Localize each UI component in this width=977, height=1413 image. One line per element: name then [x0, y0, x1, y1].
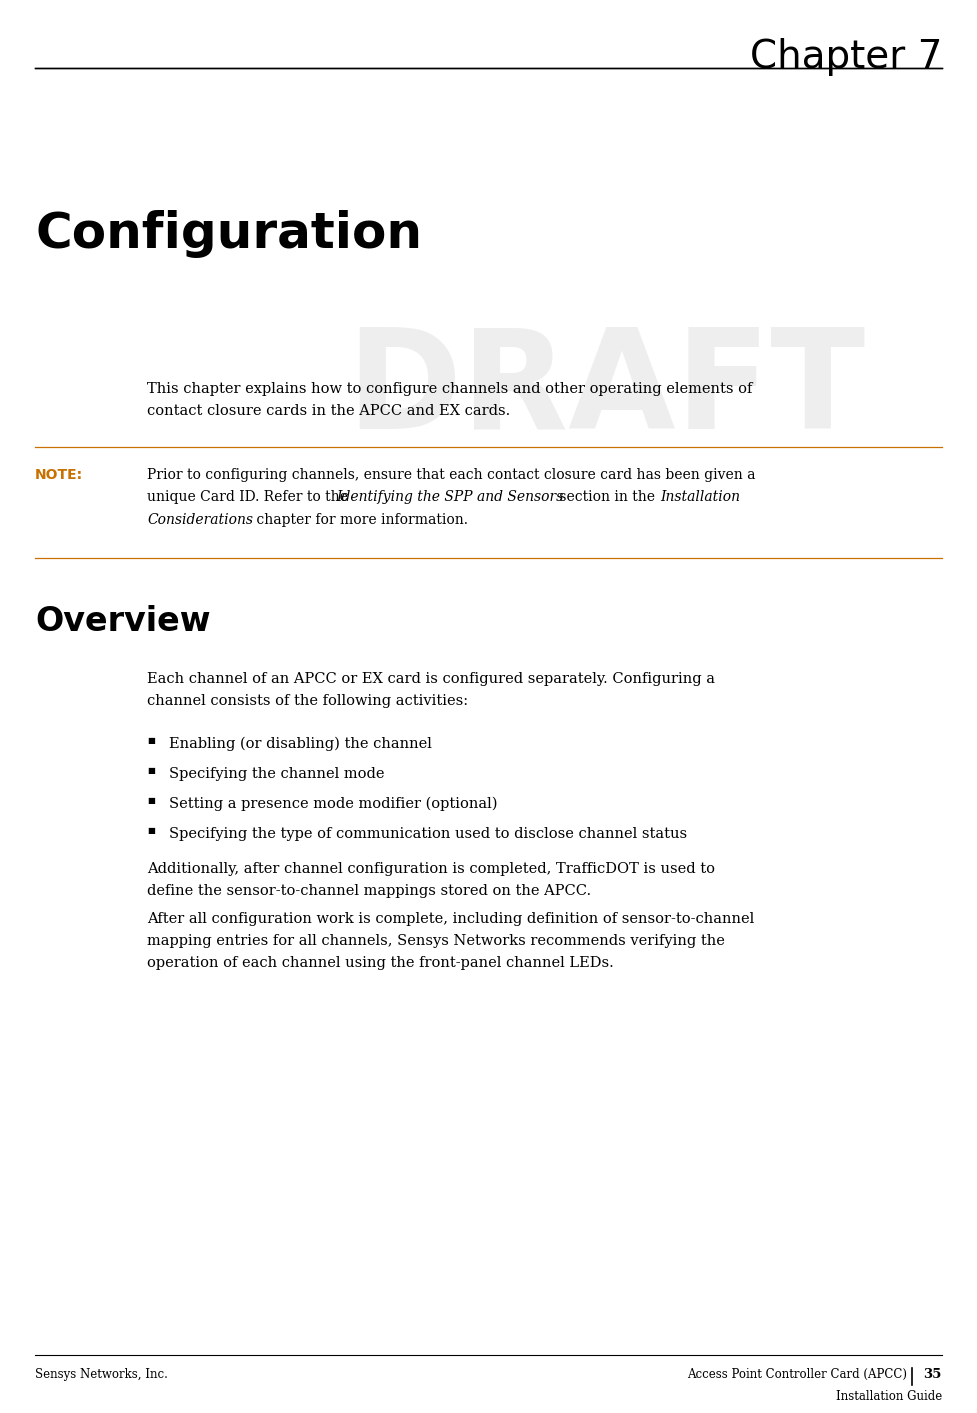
Text: Overview: Overview	[35, 605, 211, 639]
Text: Specifying the type of communication used to disclose channel status: Specifying the type of communication use…	[169, 827, 687, 841]
Text: Installation: Installation	[660, 490, 740, 504]
Text: DRAFT: DRAFT	[346, 322, 866, 458]
Text: define the sensor-to-channel mappings stored on the APCC.: define the sensor-to-channel mappings st…	[147, 885, 591, 899]
Text: Each channel of an APCC or EX card is configured separately. Configuring a: Each channel of an APCC or EX card is co…	[147, 673, 715, 685]
Text: channel consists of the following activities:: channel consists of the following activi…	[147, 694, 468, 708]
Text: 35: 35	[923, 1368, 942, 1381]
Text: mapping entries for all channels, Sensys Networks recommends verifying the: mapping entries for all channels, Sensys…	[147, 934, 725, 948]
Text: Installation Guide: Installation Guide	[835, 1390, 942, 1403]
Text: unique Card ID. Refer to the: unique Card ID. Refer to the	[147, 490, 353, 504]
Text: Specifying the channel mode: Specifying the channel mode	[169, 767, 385, 781]
Text: Considerations: Considerations	[147, 513, 253, 527]
Text: ■: ■	[147, 767, 155, 774]
Text: ■: ■	[147, 738, 155, 745]
Text: contact closure cards in the APCC and EX cards.: contact closure cards in the APCC and EX…	[147, 404, 510, 418]
Text: Setting a presence mode modifier (optional): Setting a presence mode modifier (option…	[169, 797, 497, 811]
Text: ■: ■	[147, 797, 155, 805]
Text: This chapter explains how to configure channels and other operating elements of: This chapter explains how to configure c…	[147, 382, 752, 396]
Text: Prior to configuring channels, ensure that each contact closure card has been gi: Prior to configuring channels, ensure th…	[147, 468, 755, 482]
Text: section in the: section in the	[555, 490, 659, 504]
Text: Chapter 7: Chapter 7	[749, 38, 942, 76]
Text: chapter for more information.: chapter for more information.	[252, 513, 468, 527]
Text: Additionally, after channel configuration is completed, TrafficDOT is used to: Additionally, after channel configuratio…	[147, 862, 715, 876]
Text: Enabling (or disabling) the channel: Enabling (or disabling) the channel	[169, 738, 432, 752]
Text: Access Point Controller Card (APCC): Access Point Controller Card (APCC)	[687, 1368, 907, 1381]
Text: After all configuration work is complete, including definition of sensor-to-chan: After all configuration work is complete…	[147, 911, 754, 926]
Text: Configuration: Configuration	[35, 211, 422, 259]
Text: NOTE:: NOTE:	[35, 468, 83, 482]
Text: Sensys Networks, Inc.: Sensys Networks, Inc.	[35, 1368, 168, 1381]
Text: ■: ■	[147, 827, 155, 835]
Text: Identifying the SPP and Sensors: Identifying the SPP and Sensors	[336, 490, 564, 504]
Text: operation of each channel using the front-panel channel LEDs.: operation of each channel using the fron…	[147, 957, 614, 969]
